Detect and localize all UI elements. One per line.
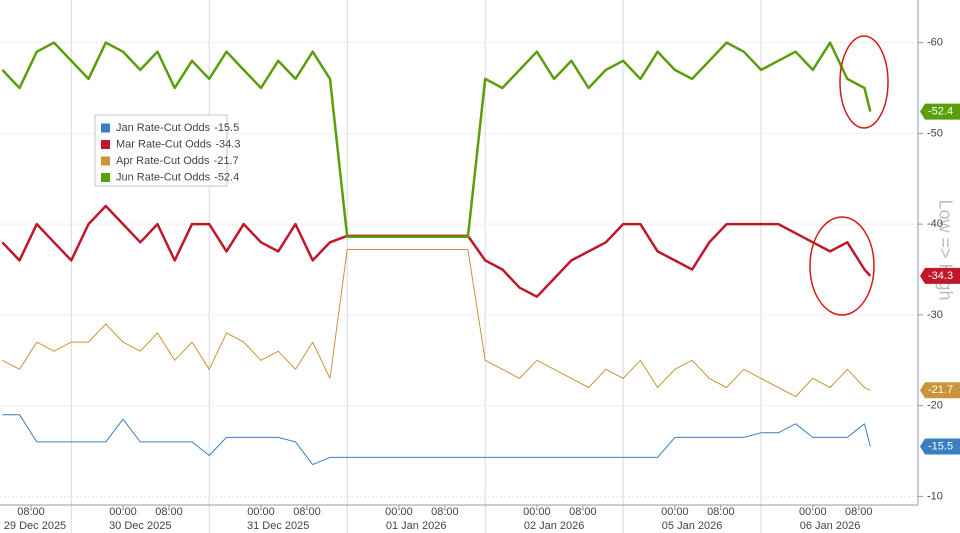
legend-value: -52.4: [214, 171, 239, 183]
x-tick-label: 00:00: [799, 506, 827, 518]
date-label: 02 Jan 2026: [524, 520, 585, 532]
x-tick-label: 08:00: [707, 506, 735, 518]
series-line: [2, 249, 871, 398]
y-tick-label: -50: [927, 127, 943, 139]
value-tag-bg: [920, 382, 960, 399]
legend-name: Jun Rate-Cut Odds: [116, 171, 211, 183]
value-tag-bg: [920, 438, 960, 455]
y-tick-label: -30: [927, 309, 943, 321]
legend-name: Mar Rate-Cut Odds: [116, 138, 212, 150]
x-tick-label: 08:00: [155, 506, 183, 518]
y-tick-label: -40: [927, 218, 943, 230]
series-line: [1, 41, 872, 239]
date-label: 31 Dec 2025: [247, 520, 309, 532]
series-line: [1, 204, 872, 298]
series-line: [2, 414, 871, 466]
y-tick-label: -20: [927, 400, 943, 412]
date-label: 06 Jan 2026: [800, 520, 861, 532]
legend-name: Jan Rate-Cut Odds: [116, 122, 211, 134]
legend-value: -34.3: [215, 138, 240, 150]
value-tag: -21.7: [928, 384, 953, 396]
legend-swatch: [101, 123, 110, 133]
value-tag: -15.5: [928, 440, 953, 452]
value-tag: -52.4: [928, 106, 953, 118]
x-tick-label: 00:00: [247, 506, 275, 518]
highlight-circle: [839, 35, 889, 129]
legend-label: Apr Rate-Cut Odds -21.7: [116, 155, 239, 167]
x-tick-label: 08:00: [293, 506, 321, 518]
x-tick-label: 08:00: [17, 506, 45, 518]
y-tick-label: -10: [927, 490, 943, 502]
x-tick-label: 08:00: [431, 506, 459, 518]
date-label: 29 Dec 2025: [4, 520, 66, 532]
y-tick-label: -60: [927, 37, 943, 49]
legend-box: [94, 114, 228, 187]
x-tick-label: 00:00: [109, 506, 137, 518]
x-tick-label: 08:00: [845, 506, 873, 518]
legend-swatch: [101, 173, 110, 182]
x-tick-label: 08:00: [569, 506, 597, 518]
legend-label: Jan Rate-Cut Odds -15.5: [116, 122, 239, 134]
legend-label: Mar Rate-Cut Odds -34.3: [116, 138, 240, 150]
legend-value: -21.7: [214, 155, 239, 167]
legend-swatch: [101, 140, 110, 149]
date-label: 01 Jan 2026: [386, 520, 447, 532]
value-tag: -34.3: [928, 270, 953, 282]
legend-value: -15.5: [214, 122, 239, 134]
value-tag-bg: [920, 267, 960, 284]
highlight-circle: [809, 216, 875, 316]
legend-label: Jun Rate-Cut Odds -52.4: [116, 171, 239, 183]
legend-swatch: [101, 156, 110, 166]
x-tick-label: 00:00: [523, 506, 551, 518]
axis-note: Low => High: [935, 199, 955, 300]
legend-name: Apr Rate-Cut Odds: [116, 155, 210, 167]
date-label: 30 Dec 2025: [109, 520, 171, 532]
x-tick-label: 00:00: [661, 506, 689, 518]
x-tick-label: 00:00: [385, 506, 413, 518]
value-tag-bg: [920, 103, 960, 120]
date-label: 05 Jan 2026: [662, 520, 723, 532]
